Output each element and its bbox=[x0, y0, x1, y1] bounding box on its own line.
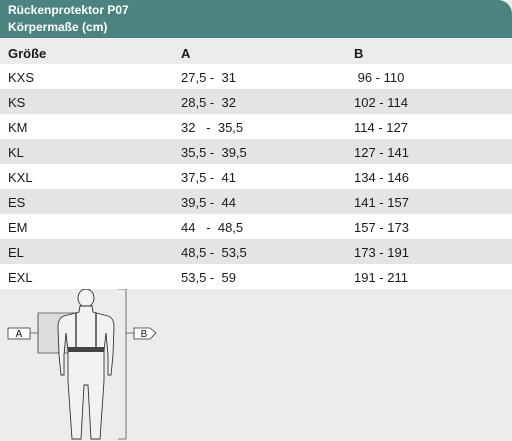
size-cell: EM bbox=[8, 220, 28, 235]
b-cell: 96 - 110 bbox=[354, 70, 405, 85]
size-cell: KL bbox=[8, 145, 24, 160]
column-header-b: B bbox=[354, 46, 364, 61]
size-cell: KXL bbox=[8, 170, 33, 185]
table-row: ES 39,5 - 44 141 - 157 bbox=[0, 189, 512, 214]
column-header-size: Größe bbox=[8, 46, 47, 61]
a-cell: 27,5 - 31 bbox=[181, 70, 236, 85]
table-row: KL 35,5 - 39,5 127 - 141 bbox=[0, 139, 512, 164]
b-cell: 127 - 141 bbox=[354, 145, 409, 160]
size-table: KXS 27,5 - 31 96 - 110 KS 28,5 - 32 102 … bbox=[0, 64, 512, 289]
page-subtitle: Körpermaße (cm) bbox=[8, 20, 108, 34]
a-cell: 37,5 - 41 bbox=[181, 170, 236, 185]
a-cell: 53,5 - 59 bbox=[181, 270, 236, 285]
size-cell: KM bbox=[8, 120, 28, 135]
table-row: KXS 27,5 - 31 96 - 110 bbox=[0, 64, 512, 89]
b-cell: 114 - 127 bbox=[354, 120, 408, 135]
b-cell: 141 - 157 bbox=[354, 195, 409, 210]
measurement-label-a: A bbox=[15, 329, 23, 340]
table-row: KM 32 - 35,5 114 - 127 bbox=[0, 114, 512, 139]
a-cell: 32 - 35,5 bbox=[181, 120, 244, 135]
column-headers: Größe A B bbox=[0, 40, 512, 64]
table-row: KXL 37,5 - 41 134 - 146 bbox=[0, 164, 512, 189]
b-cell: 134 - 146 bbox=[354, 170, 409, 185]
b-cell: 102 - 114 bbox=[354, 95, 408, 110]
table-row: EM 44 - 48,5 157 - 173 bbox=[0, 214, 512, 239]
a-cell: 48,5 - 53,5 bbox=[181, 245, 247, 260]
size-cell: EL bbox=[8, 245, 24, 260]
b-cell: 173 - 191 bbox=[354, 245, 409, 260]
b-cell: 191 - 211 bbox=[354, 270, 408, 285]
a-cell: 39,5 - 44 bbox=[181, 195, 236, 210]
b-cell: 157 - 173 bbox=[354, 220, 409, 235]
a-cell: 35,5 - 39,5 bbox=[181, 145, 247, 160]
page-title: Rückenprotektor P07 bbox=[8, 3, 129, 17]
size-cell: EXL bbox=[8, 270, 33, 285]
measurement-figure: A B bbox=[0, 289, 512, 441]
table-row: EL 48,5 - 53,5 173 - 191 bbox=[0, 239, 512, 264]
measurement-label-b: B bbox=[140, 329, 148, 340]
body-measurement-icon bbox=[7, 289, 157, 440]
size-cell: ES bbox=[8, 195, 26, 210]
column-header-a: A bbox=[181, 46, 191, 61]
table-header-bar: Rückenprotektor P07 Körpermaße (cm) bbox=[0, 0, 512, 38]
a-cell: 44 - 48,5 bbox=[181, 220, 244, 235]
table-row: KS 28,5 - 32 102 - 114 bbox=[0, 89, 512, 114]
table-row: EXL 53,5 - 59 191 - 211 bbox=[0, 264, 512, 289]
a-cell: 28,5 - 32 bbox=[181, 95, 236, 110]
size-cell: KS bbox=[8, 95, 26, 110]
size-cell: KXS bbox=[8, 70, 35, 85]
